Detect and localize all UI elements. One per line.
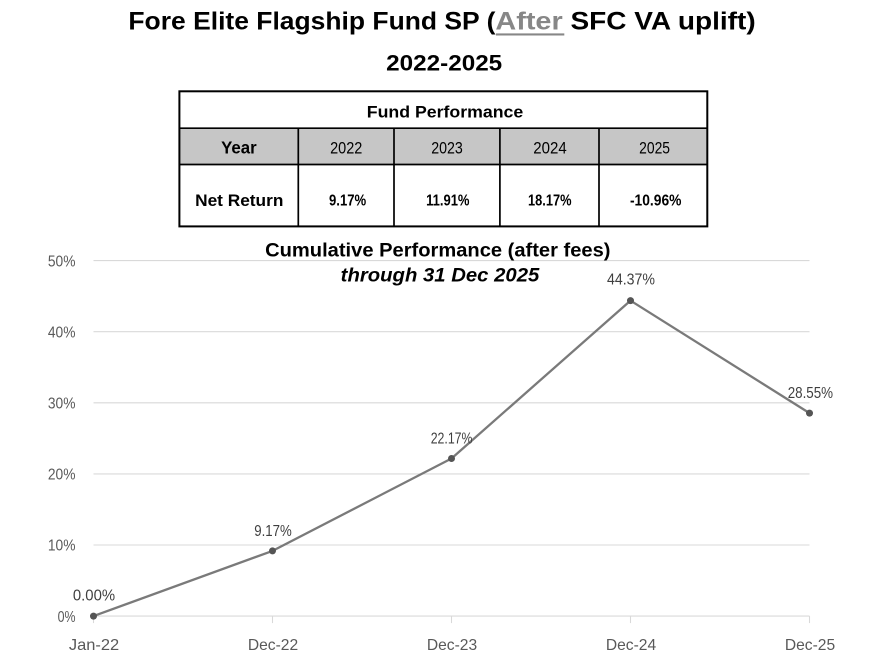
svg-text:30%: 30% <box>48 395 76 412</box>
svg-text:Fund Performance: Fund Performance <box>367 103 524 121</box>
svg-text:Dec-23: Dec-23 <box>427 637 477 654</box>
svg-text:Dec-22: Dec-22 <box>248 637 298 654</box>
svg-text:9.17%: 9.17% <box>254 523 292 540</box>
svg-text:Dec-24: Dec-24 <box>606 637 656 654</box>
svg-text:Cumulative Performance (after: Cumulative Performance (after fees) <box>265 241 610 262</box>
svg-text:40%: 40% <box>48 324 76 341</box>
svg-text:After: After <box>495 8 563 36</box>
svg-text:44.37%: 44.37% <box>607 271 655 288</box>
svg-text:20%: 20% <box>48 467 76 484</box>
svg-text:11.91%: 11.91% <box>426 193 470 210</box>
svg-text:through 31 Dec 2025: through 31 Dec 2025 <box>341 265 541 287</box>
svg-text:2022-2025: 2022-2025 <box>386 50 502 75</box>
svg-text:28.55%: 28.55% <box>788 385 834 402</box>
svg-text:2023: 2023 <box>431 140 463 158</box>
svg-text:2022: 2022 <box>330 140 362 158</box>
svg-text:SFC VA uplift): SFC VA uplift) <box>563 8 756 36</box>
svg-text:0.00%: 0.00% <box>73 588 115 605</box>
svg-text:Jan-22: Jan-22 <box>69 637 119 654</box>
svg-text:-10.96%: -10.96% <box>630 193 682 210</box>
svg-text:18.17%: 18.17% <box>528 193 572 210</box>
svg-text:9.17%: 9.17% <box>329 193 366 210</box>
svg-text:Year: Year <box>221 137 257 157</box>
svg-text:22.17%: 22.17% <box>431 431 473 448</box>
svg-text:50%: 50% <box>48 253 76 270</box>
svg-text:2025: 2025 <box>639 140 670 158</box>
svg-text:2024: 2024 <box>533 140 566 158</box>
svg-text:Net Return: Net Return <box>195 191 283 210</box>
svg-text:Fore Elite Flagship Fund SP (: Fore Elite Flagship Fund SP ( <box>128 8 496 36</box>
svg-text:0%: 0% <box>58 609 76 626</box>
svg-text:Dec-25: Dec-25 <box>785 637 835 654</box>
svg-text:10%: 10% <box>48 538 76 555</box>
